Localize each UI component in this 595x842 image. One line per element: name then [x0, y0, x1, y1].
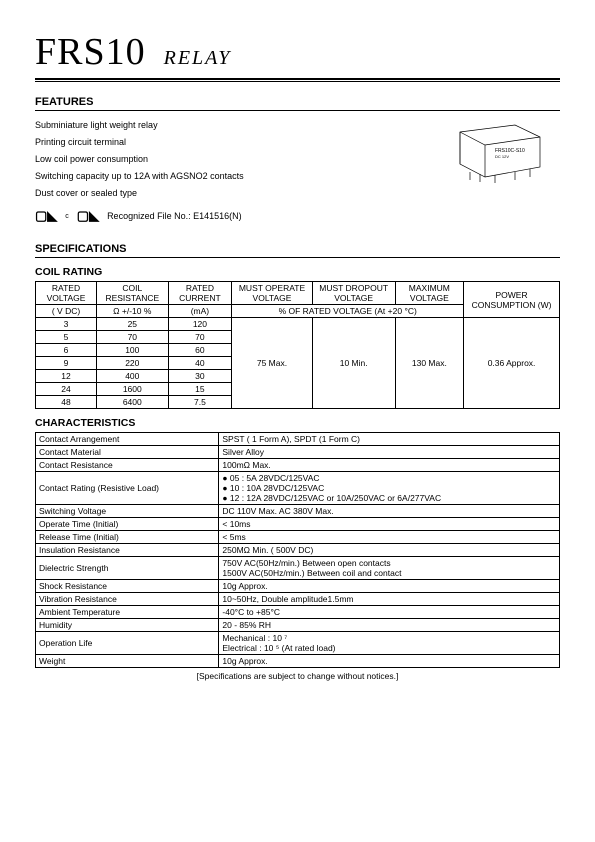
feature-item: Dust cover or sealed type — [35, 185, 244, 202]
features-list: Subminiature light weight relay Printing… — [35, 117, 244, 229]
char-label: Contact Material — [36, 446, 219, 459]
char-value: Mechanical : 10 ⁷ Electrical : 10 ⁵ (At … — [219, 632, 560, 655]
cell: 6400 — [97, 396, 169, 409]
coil-rating-title: COIL RATING — [35, 266, 560, 278]
feature-item: Subminiature light weight relay — [35, 117, 244, 134]
cert-text: Recognized File No.: E141516(N) — [107, 208, 242, 225]
char-label: Humidity — [36, 619, 219, 632]
cell: 120 — [168, 318, 232, 331]
svg-text:DC 12V: DC 12V — [495, 154, 509, 159]
cell: 130 Max. — [395, 318, 464, 409]
char-label: Operate Time (Initial) — [36, 518, 219, 531]
cell: 5 — [36, 331, 97, 344]
col-header: MUST DROPOUT VOLTAGE — [312, 282, 395, 305]
cell: 9 — [36, 357, 97, 370]
rule — [35, 257, 560, 258]
col-header: RATED VOLTAGE — [36, 282, 97, 305]
char-label: Switching Voltage — [36, 505, 219, 518]
char-label: Vibration Resistance — [36, 593, 219, 606]
cell: 24 — [36, 383, 97, 396]
characteristics-table: Contact ArrangementSPST ( 1 Form A), SPD… — [35, 432, 560, 668]
cell: 60 — [168, 344, 232, 357]
characteristics-title: CHARACTERISTICS — [35, 417, 560, 429]
char-label: Contact Resistance — [36, 459, 219, 472]
cell: 7.5 — [168, 396, 232, 409]
char-label: Shock Resistance — [36, 580, 219, 593]
cell: 400 — [97, 370, 169, 383]
cell: 100 — [97, 344, 169, 357]
footnote: [Specifications are subject to change wi… — [35, 671, 560, 681]
char-value: ● 05 : 5A 28VDC/125VAC ● 10 : 10A 28VDC/… — [219, 472, 560, 505]
char-value: 10g Approx. — [219, 580, 560, 593]
cell: 70 — [97, 331, 169, 344]
cell: 48 — [36, 396, 97, 409]
cell: 30 — [168, 370, 232, 383]
cell: 15 — [168, 383, 232, 396]
cell: 6 — [36, 344, 97, 357]
double-rule — [35, 78, 560, 82]
cert-row: ▢◣ c ▢◣ Recognized File No.: E141516(N) — [35, 204, 244, 229]
char-label: Operation Life — [36, 632, 219, 655]
relay-illustration: FRS10C-S10 DC 12V — [440, 117, 550, 192]
char-value: DC 110V Max. AC 380V Max. — [219, 505, 560, 518]
col-unit: (mA) — [168, 305, 232, 318]
feature-item: Printing circuit terminal — [35, 134, 244, 151]
char-label: Contact Arrangement — [36, 433, 219, 446]
product-code: FRS10 — [35, 30, 146, 74]
char-value: 10g Approx. — [219, 655, 560, 668]
cell: 70 — [168, 331, 232, 344]
cell: 12 — [36, 370, 97, 383]
features-block: Subminiature light weight relay Printing… — [35, 117, 560, 229]
char-label: Release Time (Initial) — [36, 531, 219, 544]
ul-mark-icon: ▢◣ — [77, 204, 99, 229]
cell: 10 Min. — [312, 318, 395, 409]
char-value: 10~50Hz, Double amplitude1.5mm — [219, 593, 560, 606]
cell: 0.36 Approx. — [464, 318, 560, 409]
char-value: 750V AC(50Hz/min.) Between open contacts… — [219, 557, 560, 580]
char-value: Silver Alloy — [219, 446, 560, 459]
char-label: Insulation Resistance — [36, 544, 219, 557]
col-unit: Ω +/-10 % — [97, 305, 169, 318]
rule — [35, 110, 560, 111]
cell: 40 — [168, 357, 232, 370]
col-header: POWER CONSUMPTION (W) — [464, 282, 560, 318]
col-unit: ( V DC) — [36, 305, 97, 318]
char-value: < 5ms — [219, 531, 560, 544]
product-type: RELAY — [164, 47, 232, 70]
col-header: COIL RESISTANCE — [97, 282, 169, 305]
cell: 1600 — [97, 383, 169, 396]
title-row: FRS10 RELAY — [35, 30, 560, 74]
features-title: FEATURES — [35, 96, 560, 108]
cert-sub: c — [65, 210, 69, 223]
char-value: SPST ( 1 Form A), SPDT (1 Form C) — [219, 433, 560, 446]
char-value: 100mΩ Max. — [219, 459, 560, 472]
char-value: < 10ms — [219, 518, 560, 531]
char-label: Dielectric Strength — [36, 557, 219, 580]
feature-item: Low coil power consumption — [35, 151, 244, 168]
feature-item: Switching capacity up to 12A with AGSNO2… — [35, 168, 244, 185]
cell: 25 — [97, 318, 169, 331]
char-value: 250MΩ Min. ( 500V DC) — [219, 544, 560, 557]
cell: 3 — [36, 318, 97, 331]
cell: 220 — [97, 357, 169, 370]
percent-note: % OF RATED VOLTAGE (At +20 °C) — [232, 305, 464, 318]
coil-rating-table: RATED VOLTAGE COIL RESISTANCE RATED CURR… — [35, 281, 560, 409]
char-value: -40°C to +85°C — [219, 606, 560, 619]
ul-mark-icon: ▢◣ — [35, 204, 57, 229]
col-header: RATED CURRENT — [168, 282, 232, 305]
char-label: Contact Rating (Resistive Load) — [36, 472, 219, 505]
specifications-title: SPECIFICATIONS — [35, 243, 560, 255]
char-label: Weight — [36, 655, 219, 668]
col-header: MUST OPERATE VOLTAGE — [232, 282, 312, 305]
char-value: 20 - 85% RH — [219, 619, 560, 632]
col-header: MAXIMUM VOLTAGE — [395, 282, 464, 305]
cell: 75 Max. — [232, 318, 312, 409]
char-label: Ambient Temperature — [36, 606, 219, 619]
